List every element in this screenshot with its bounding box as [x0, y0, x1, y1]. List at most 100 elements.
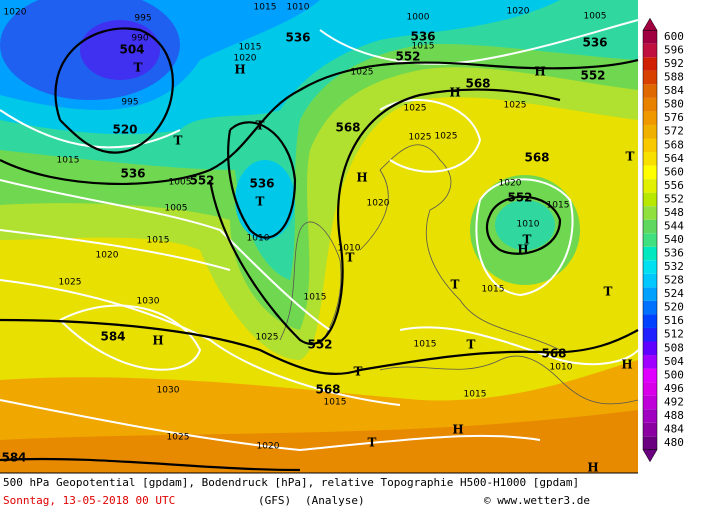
- colorbar-swatch: [643, 192, 657, 207]
- colorbar-swatch: [643, 395, 657, 410]
- map-label: 990: [131, 34, 148, 44]
- colorbar-label: 556: [664, 179, 684, 192]
- colorbar-swatch: [643, 368, 657, 383]
- colorbar-arrow-bottom: [642, 449, 658, 463]
- map-label: 552: [189, 174, 214, 188]
- colorbar-swatch: [643, 152, 657, 166]
- colorbar-swatch: [643, 382, 657, 396]
- map-label: T: [256, 195, 265, 209]
- colorbar-label: 584: [664, 84, 684, 97]
- colorbar-label: 560: [664, 165, 684, 178]
- map-label: 1010: [517, 220, 540, 230]
- colorbar-label: 512: [664, 328, 684, 341]
- map-label: 1030: [157, 386, 180, 396]
- geopotential-lines: [0, 27, 639, 472]
- colorbar-swatch: [643, 43, 657, 58]
- colorbar-swatch: [643, 97, 657, 112]
- map-label: 536: [410, 30, 435, 44]
- map-label: 995: [134, 14, 151, 24]
- colorbar-swatch: [643, 273, 657, 288]
- map-label: 1015: [464, 390, 487, 400]
- map-label: 1025: [409, 133, 432, 143]
- map-label: 536: [582, 36, 607, 50]
- map-label: 1015: [304, 293, 327, 303]
- colorbar-swatch: [643, 70, 657, 85]
- colorbar-swatch: [643, 233, 657, 247]
- map-label: H: [534, 65, 545, 79]
- colorbar-frame: [642, 29, 658, 451]
- map-label: T: [368, 436, 377, 450]
- colorbar-swatch: [643, 57, 657, 71]
- map-label: 1010: [550, 363, 573, 373]
- colorbar-label: 592: [664, 57, 684, 70]
- colorbar-label: 508: [664, 341, 684, 354]
- map-label: 1020: [507, 7, 530, 17]
- colorbar-label: 504: [664, 355, 684, 368]
- map-label: 1005: [584, 12, 607, 22]
- colorbar-swatch: [643, 355, 657, 369]
- map-label: H: [449, 86, 460, 100]
- map-label: 1005: [169, 178, 192, 188]
- colorbar-label: 492: [664, 395, 684, 408]
- colorbar-swatch: [643, 260, 657, 274]
- map-label: 1020: [96, 251, 119, 261]
- colorbar-swatch: [643, 341, 657, 356]
- footer-title: 500 hPa Geopotential [gpdam], Bodendruck…: [3, 476, 579, 489]
- map-label: 1000: [407, 13, 430, 23]
- colorbar-swatch: [643, 111, 657, 125]
- map-label: 1015: [482, 285, 505, 295]
- map-label: H: [356, 171, 367, 185]
- colorbar-label: 564: [664, 152, 684, 165]
- map-label: 1025: [256, 333, 279, 343]
- map-label: T: [604, 285, 613, 299]
- colorbar-label: 480: [664, 436, 684, 449]
- map-label: 584: [1, 451, 26, 465]
- colorbar-label: 552: [664, 192, 684, 205]
- map-area: [0, 0, 639, 473]
- footer-run: (Analyse): [305, 494, 365, 507]
- map-label: T: [256, 119, 265, 133]
- map-label: 1015: [547, 201, 570, 211]
- colorbar-label: 540: [664, 233, 684, 246]
- colorbar-label: 528: [664, 274, 684, 287]
- map-label: H: [152, 334, 163, 348]
- map-label: 1025: [167, 433, 190, 443]
- colorbar-label: 596: [664, 44, 684, 57]
- colorbar-swatch: [643, 219, 657, 234]
- colorbar-label: 500: [664, 368, 684, 381]
- map-label: 568: [465, 77, 490, 91]
- map-label: H: [517, 243, 528, 257]
- map-label: 1025: [504, 101, 527, 111]
- colorbar-label: 544: [664, 219, 684, 232]
- map-label: T: [467, 338, 476, 352]
- map-label: H: [587, 461, 598, 475]
- colorbar-swatch: [643, 30, 657, 44]
- map-label: 568: [315, 383, 340, 397]
- map-label: 1025: [404, 104, 427, 114]
- map-label: 1005: [165, 204, 188, 214]
- map-label: 1015: [239, 43, 262, 53]
- map-label: 1020: [257, 442, 280, 452]
- map-label: 1020: [234, 54, 257, 64]
- colorbar-arrow-top: [642, 17, 658, 31]
- map-label: T: [523, 233, 532, 247]
- map-label: T: [451, 278, 460, 292]
- map-label: T: [134, 61, 143, 75]
- colorbar-label: 600: [664, 30, 684, 43]
- colorbar-label: 588: [664, 71, 684, 84]
- colorbar-swatch: [643, 124, 657, 139]
- coastlines: [279, 144, 639, 405]
- map-label: 1015: [412, 42, 435, 52]
- colorbar-swatch: [643, 422, 657, 437]
- colorbar-swatch: [643, 206, 657, 220]
- map-label: 1010: [247, 234, 270, 244]
- colorbar-label: 548: [664, 206, 684, 219]
- colorbar-swatch: [643, 84, 657, 98]
- map-label: 568: [541, 347, 566, 361]
- colorbar-swatch: [643, 409, 657, 423]
- colorbar-label: 532: [664, 260, 684, 273]
- colorbar-label: 524: [664, 287, 684, 300]
- map-label: 1015: [254, 3, 277, 13]
